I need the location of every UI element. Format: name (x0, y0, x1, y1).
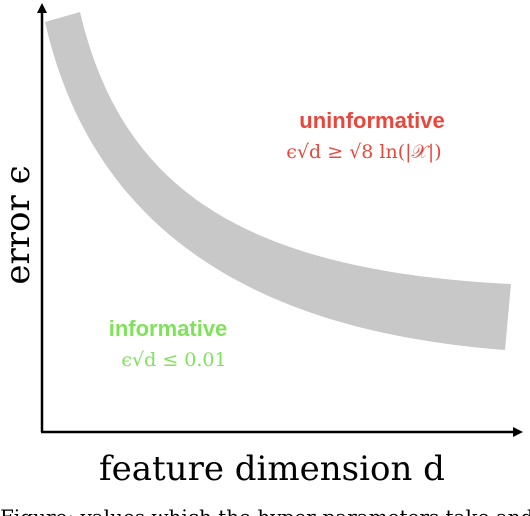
y-axis-title: error ϵ (0, 165, 38, 284)
uninformative-label: uninformative (299, 108, 444, 133)
informative-formula: ϵ√d ≤ 0.01 (121, 349, 226, 371)
figure-caption: Figure: values which the hyper-parameter… (0, 500, 530, 516)
uninformative-formula: ϵ√d ≥ √8 ln(|𝒳|) (286, 141, 441, 163)
x-axis-title: feature dimension d (99, 449, 445, 489)
boundary-band (45, 12, 511, 350)
informative-label: informative (109, 316, 228, 341)
